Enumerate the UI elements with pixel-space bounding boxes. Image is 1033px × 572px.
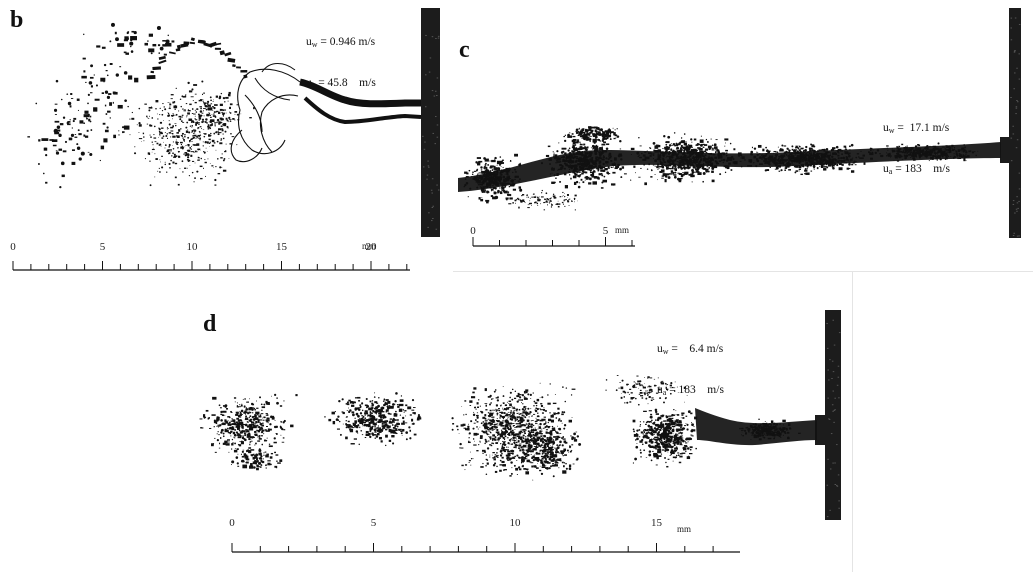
panel-letter-d: d xyxy=(203,311,217,337)
air-velocity-d: ua = 183 m/s xyxy=(657,384,724,397)
liquid-jet-b xyxy=(299,78,422,125)
scale-bar-c: 0 5 mm xyxy=(470,225,635,247)
spray-core-c xyxy=(458,142,1001,192)
scale-bar-d: 0 5 10 15 mm xyxy=(229,517,740,553)
scale-label-d: 15 xyxy=(651,517,663,529)
panel-d: d uw = 6.4 m/s ua = 183 m/s 0 5 10 15 mm xyxy=(185,300,852,572)
water-velocity-c: uw = 17.1 m/s xyxy=(883,122,950,135)
scale-label-b: 20 xyxy=(366,241,378,253)
injector-wall-d xyxy=(825,310,841,520)
separator-d-right xyxy=(852,272,853,572)
scale-label-c: 5 xyxy=(603,225,609,237)
scale-label-b: 15 xyxy=(276,241,288,253)
scale-unit-b: mm xyxy=(362,241,376,251)
nozzle-tip-c xyxy=(1000,137,1010,163)
water-velocity-b: uw = 0.946 m/s xyxy=(306,36,376,49)
injector-plate-c xyxy=(1009,8,1021,238)
scale-label-d: 10 xyxy=(510,517,522,529)
scale-label-c: 0 xyxy=(470,225,476,237)
droplet-cloud-c xyxy=(463,126,979,211)
water-velocity-d: uw = 6.4 m/s xyxy=(657,343,724,356)
panel-letter-c: c xyxy=(459,37,470,63)
nozzle-tip-d xyxy=(815,415,827,445)
scale-unit-c: mm xyxy=(615,225,629,235)
scale-label-d: 0 xyxy=(229,517,235,529)
ligaments-b xyxy=(146,37,248,80)
air-velocity-c: ua = 183 m/s xyxy=(883,163,950,176)
injector-wall-b xyxy=(421,8,440,237)
injector-wall-c xyxy=(1009,8,1021,238)
panel-c: c uw = 17.1 m/s ua = 183 m/s 0 5 mm xyxy=(453,0,1033,272)
panel-letter-b: b xyxy=(10,7,24,33)
scale-unit-d: mm xyxy=(677,524,691,534)
droplet-cloud-b xyxy=(27,22,255,189)
separator-c-bottom xyxy=(453,271,1033,272)
scale-label-d: 5 xyxy=(371,517,377,529)
spray-image-c: 0 5 mm xyxy=(458,8,1021,247)
flow-conditions-c: uw = 17.1 m/s ua = 183 m/s xyxy=(883,96,950,204)
scale-label-b: 0 xyxy=(10,241,16,253)
scale-label-b: 5 xyxy=(100,241,106,253)
flow-conditions-d: uw = 6.4 m/s ua = 183 m/s xyxy=(657,317,724,425)
injector-plate-b xyxy=(421,8,440,237)
scale-label-b: 10 xyxy=(187,241,199,253)
injector-plate-d xyxy=(825,310,841,520)
spray-image-d: 0 5 10 15 mm xyxy=(199,310,841,553)
panel-b: b uw = 0.946 m/s ua = 45.8 m/s 0 5 10 15 20 m… xyxy=(0,0,450,280)
droplet-cloud-d xyxy=(199,375,801,481)
liquid-sheet-b xyxy=(230,62,301,163)
